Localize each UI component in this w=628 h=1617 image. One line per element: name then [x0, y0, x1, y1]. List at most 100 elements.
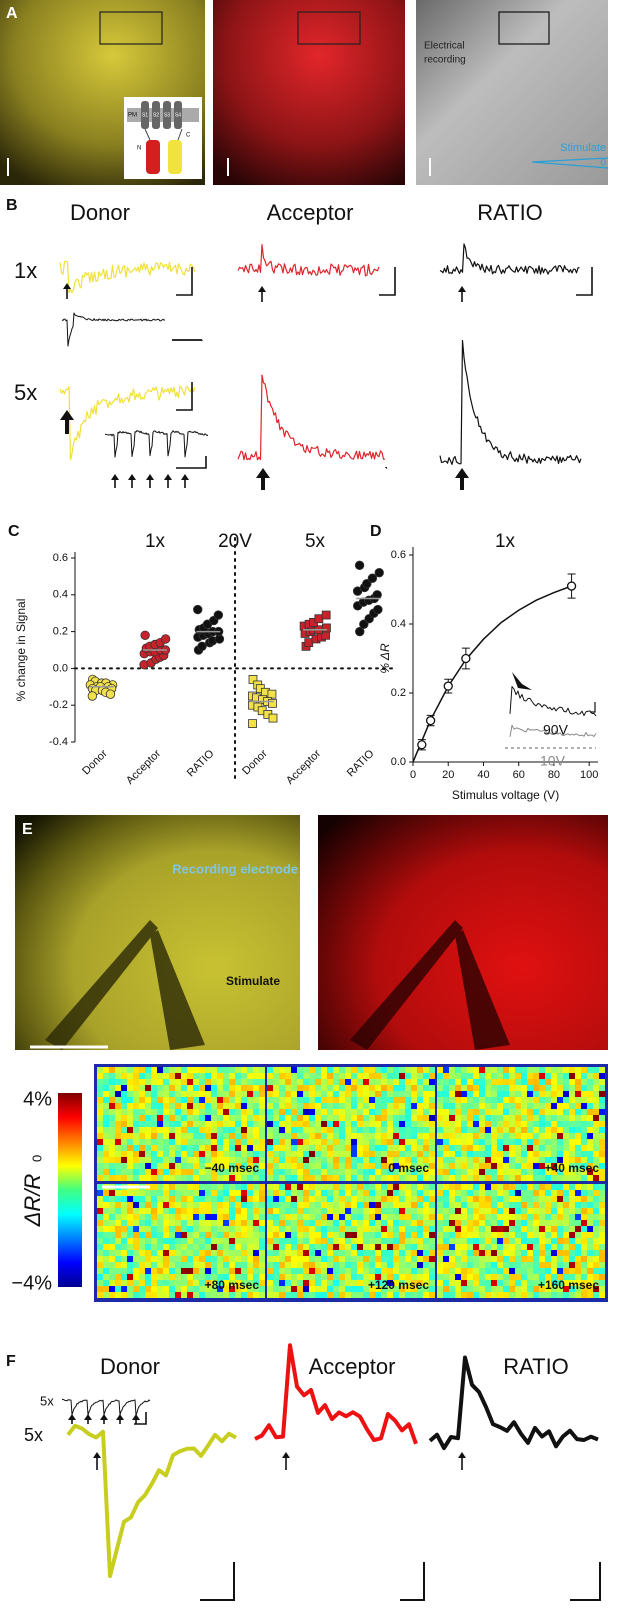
heatmap-pixel: [303, 1286, 309, 1292]
heatmap-pixel: [115, 1133, 121, 1139]
heatmap-pixel: [133, 1067, 139, 1073]
heatmap-pixel: [521, 1109, 527, 1115]
heatmap-pixel: [267, 1109, 273, 1115]
heatmap-pixel: [193, 1121, 199, 1127]
heatmap-pixel: [345, 1214, 351, 1220]
heatmap-pixel: [235, 1073, 241, 1079]
heatmap-pixel: [211, 1115, 217, 1121]
heatmap-pixel: [527, 1139, 533, 1145]
heatmap-pixel: [375, 1268, 381, 1274]
heatmap-pixel: [485, 1238, 491, 1244]
heatmap-pixel: [139, 1280, 145, 1286]
heatmap-pixel: [235, 1151, 241, 1157]
heatmap-pixel: [103, 1091, 109, 1097]
heatmap-pixel: [545, 1115, 551, 1121]
heatmap-pixel: [437, 1292, 443, 1298]
heatmap-pixel: [375, 1232, 381, 1238]
heatmap-pixel: [405, 1202, 411, 1208]
heatmap-pixel: [393, 1226, 399, 1232]
heatmap-pixel: [569, 1286, 575, 1292]
heatmap-pixel: [473, 1103, 479, 1109]
heatmap-pixel: [241, 1232, 247, 1238]
heatmap-pixel: [593, 1169, 599, 1175]
heatmap-pixel: [321, 1232, 327, 1238]
heatmap-pixel: [103, 1208, 109, 1214]
heatmap-pixel: [279, 1190, 285, 1196]
heatmap-pixel: [569, 1175, 575, 1181]
heatmap-pixel: [405, 1244, 411, 1250]
heatmap-pixel: [551, 1079, 557, 1085]
stimulus-arrow: [84, 1414, 92, 1420]
heatmap-pixel: [145, 1133, 151, 1139]
heatmap-pixel: [157, 1121, 163, 1127]
heatmap-pixel: [103, 1286, 109, 1292]
heatmap-pixel: [333, 1151, 339, 1157]
heatmap-pixel: [151, 1175, 157, 1181]
heatmap-pixel: [491, 1226, 497, 1232]
heatmap-pixel: [145, 1103, 151, 1109]
heatmap-pixel: [521, 1202, 527, 1208]
heatmap-pixel: [223, 1220, 229, 1226]
heatmap-pixel: [473, 1190, 479, 1196]
heatmap-pixel: [551, 1184, 557, 1190]
heatmap-pixel: [369, 1190, 375, 1196]
heatmap-pixel: [345, 1292, 351, 1298]
heatmap-pixel: [247, 1280, 253, 1286]
heatmap-pixel: [593, 1079, 599, 1085]
heatmap-pixel: [139, 1091, 145, 1097]
heatmap-pixel: [405, 1139, 411, 1145]
heatmap-pixel: [443, 1208, 449, 1214]
heatmap-pixel: [285, 1085, 291, 1091]
heatmap-pixel: [205, 1163, 211, 1169]
heatmap-pixel: [521, 1292, 527, 1298]
heatmap-pixel: [303, 1103, 309, 1109]
heatmap-pixel: [369, 1250, 375, 1256]
heatmap-pixel: [503, 1109, 509, 1115]
heatmap-pixel: [423, 1244, 429, 1250]
heatmap-pixel: [109, 1067, 115, 1073]
heatmap-pixel: [97, 1226, 103, 1232]
heatmap-pixel: [467, 1238, 473, 1244]
heatmap-pixel: [127, 1163, 133, 1169]
heatmap-pixel: [417, 1127, 423, 1133]
heatmap-pixel: [351, 1238, 357, 1244]
heatmap-pixel: [461, 1208, 467, 1214]
heatmap-pixel: [473, 1151, 479, 1157]
heatmap-pixel: [259, 1079, 265, 1085]
heatmap-pixel: [339, 1139, 345, 1145]
heatmap-pixel: [247, 1109, 253, 1115]
heatmap-pixel: [411, 1091, 417, 1097]
heatmap-pixel: [199, 1133, 205, 1139]
heatmap-pixel: [139, 1163, 145, 1169]
heatmap-pixel: [321, 1214, 327, 1220]
heatmap-pixel: [103, 1238, 109, 1244]
heatmap-pixel: [461, 1190, 467, 1196]
heatmap-pixel: [109, 1079, 115, 1085]
heatmap-pixel: [145, 1202, 151, 1208]
heatmap-pixel: [581, 1091, 587, 1097]
heatmap-pixel: [267, 1175, 273, 1181]
heatmap-pixel: [199, 1268, 205, 1274]
heatmap-pixel: [267, 1220, 273, 1226]
heatmap-pixel: [497, 1208, 503, 1214]
heatmap-pixel: [303, 1190, 309, 1196]
heatmap-pixel: [217, 1280, 223, 1286]
heatmap-pixel: [521, 1097, 527, 1103]
heatmap-pixel: [563, 1292, 569, 1298]
heatmap-pixel: [211, 1262, 217, 1268]
heatmap-pixel: [187, 1175, 193, 1181]
heatmap-pixel: [327, 1220, 333, 1226]
heatmap-pixel: [145, 1121, 151, 1127]
heatmap-pixel: [593, 1103, 599, 1109]
heatmap-pixel: [169, 1097, 175, 1103]
data-point: [362, 579, 372, 589]
heatmap-pixel: [309, 1202, 315, 1208]
heatmap-pixel: [169, 1133, 175, 1139]
heatmap-pixel: [375, 1244, 381, 1250]
heatmap-pixel: [279, 1145, 285, 1151]
heatmap-pixel: [387, 1145, 393, 1151]
heatmap-pixel: [375, 1175, 381, 1181]
heatmap-pixel: [145, 1145, 151, 1151]
heatmap-pixel: [455, 1256, 461, 1262]
heatmap-pixel: [211, 1196, 217, 1202]
